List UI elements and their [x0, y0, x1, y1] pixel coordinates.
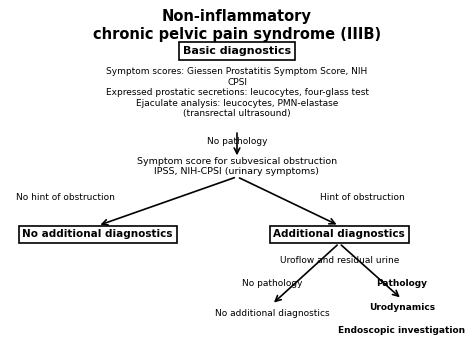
Text: Uroflow and residual urine: Uroflow and residual urine	[280, 256, 399, 265]
Text: No pathology: No pathology	[207, 137, 267, 146]
Text: Pathology: Pathology	[376, 279, 428, 288]
Text: Non-inflammatory
chronic pelvic pain syndrome (IIIB): Non-inflammatory chronic pelvic pain syn…	[93, 9, 381, 42]
Text: Symptom scores: Giessen Prostatitis Symptom Score, NIH
CPSI
Expressed prostatic : Symptom scores: Giessen Prostatitis Symp…	[106, 67, 368, 118]
Text: Urodynamics: Urodynamics	[369, 303, 435, 312]
Text: Symptom score for subvesical obstruction
IPSS, NIH-CPSI (urinary symptoms): Symptom score for subvesical obstruction…	[137, 157, 337, 176]
Text: No additional diagnostics: No additional diagnostics	[215, 309, 329, 318]
Text: Additional diagnostics: Additional diagnostics	[273, 230, 405, 240]
Text: No hint of obstruction: No hint of obstruction	[16, 193, 115, 202]
Text: Basic diagnostics: Basic diagnostics	[183, 46, 291, 56]
Text: No additional diagnostics: No additional diagnostics	[22, 230, 173, 240]
Text: No pathology: No pathology	[242, 279, 302, 288]
Text: Endoscopic investigation: Endoscopic investigation	[338, 326, 465, 335]
Text: Hint of obstruction: Hint of obstruction	[320, 193, 405, 202]
